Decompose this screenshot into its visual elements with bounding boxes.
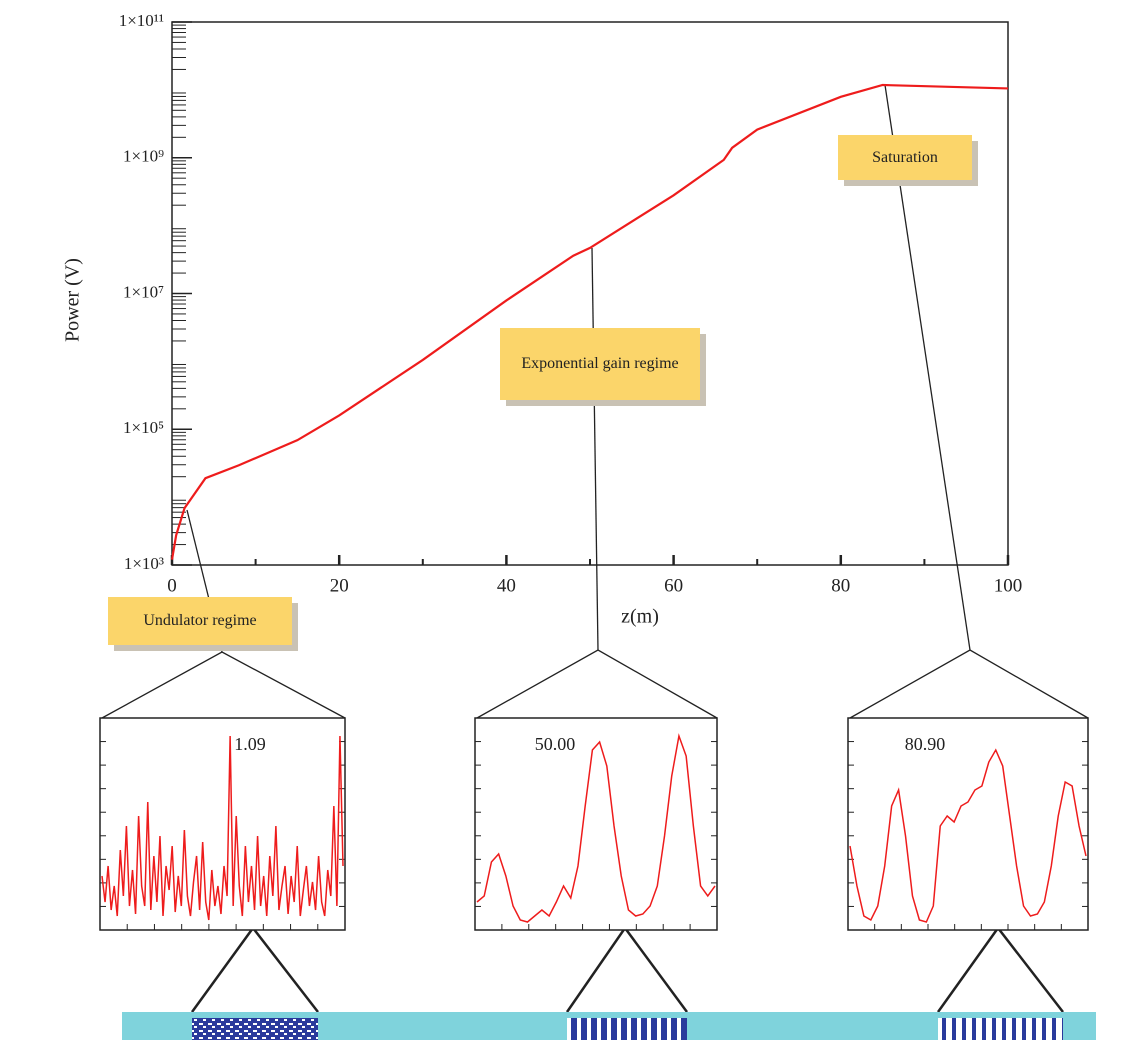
x-tick-label: 20 — [330, 575, 349, 596]
plot-frame — [171, 21, 1009, 566]
data-line — [849, 748, 1087, 923]
y-tick-label: 1×10³ — [124, 554, 164, 573]
inset-label: 80.90 — [905, 734, 946, 754]
connector — [190, 925, 319, 1013]
x-tick-label: 100 — [994, 575, 1023, 596]
connector — [936, 925, 1064, 1013]
y-tick-label: 1×10⁷ — [123, 282, 164, 301]
annotation: Exponential gain regime — [500, 328, 700, 400]
data-line — [170, 83, 1009, 560]
inset-frame — [847, 717, 1089, 931]
x-tick-label: 80 — [831, 575, 850, 596]
beam-pattern — [938, 1018, 1063, 1040]
data-line — [101, 735, 344, 921]
inset-label: 50.00 — [535, 734, 576, 754]
inset-frame — [474, 717, 718, 931]
x-axis-label: z(m) — [621, 606, 659, 628]
y-tick-label: 1×10¹¹ — [119, 11, 164, 30]
y-tick-label: 1×10⁵ — [123, 418, 164, 437]
y-axis-label: Power (V) — [62, 258, 84, 342]
data-line — [476, 733, 716, 923]
connector — [591, 247, 599, 651]
annotation: Undulator regime — [108, 597, 292, 645]
x-tick-label: 0 — [167, 575, 177, 596]
beam-pattern — [567, 1018, 687, 1040]
annotation: Saturation — [838, 135, 972, 180]
inset-label: 1.09 — [234, 734, 266, 754]
connector — [476, 649, 718, 719]
x-tick-label: 40 — [497, 575, 516, 596]
x-tick-label: 60 — [664, 575, 683, 596]
y-tick-label: 1×10⁹ — [123, 147, 164, 166]
connector — [101, 651, 346, 719]
connector — [565, 925, 689, 1013]
beam-pattern — [192, 1018, 318, 1040]
connector — [849, 649, 1089, 719]
